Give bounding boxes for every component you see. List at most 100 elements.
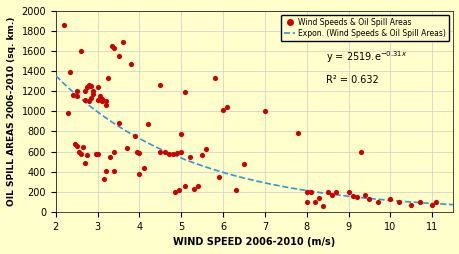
- Point: [261, 109, 268, 113]
- Point: [171, 190, 178, 194]
- Point: [111, 150, 118, 154]
- Point: [353, 195, 360, 199]
- Point: [69, 93, 76, 97]
- Point: [194, 184, 201, 188]
- Point: [94, 85, 101, 89]
- Point: [386, 197, 393, 201]
- Point: [81, 161, 89, 165]
- Point: [88, 96, 95, 100]
- Point: [92, 151, 99, 155]
- Point: [185, 154, 193, 158]
- Point: [77, 151, 84, 155]
- Point: [357, 150, 364, 154]
- Point: [311, 200, 318, 204]
- Point: [84, 85, 91, 89]
- Point: [302, 200, 310, 204]
- Text: R² = 0.632: R² = 0.632: [325, 75, 378, 85]
- Point: [307, 190, 314, 194]
- Point: [115, 121, 122, 125]
- Point: [169, 151, 176, 155]
- Point: [215, 174, 222, 179]
- Point: [123, 146, 130, 150]
- Point: [119, 40, 126, 44]
- Point: [81, 89, 89, 93]
- Point: [98, 99, 105, 103]
- Point: [135, 151, 143, 155]
- Point: [115, 54, 122, 58]
- Point: [79, 145, 86, 149]
- Point: [73, 94, 80, 98]
- Point: [111, 169, 118, 173]
- Point: [361, 193, 368, 197]
- Point: [181, 184, 189, 188]
- Point: [127, 62, 134, 66]
- Point: [211, 76, 218, 80]
- Point: [319, 204, 326, 208]
- Point: [140, 166, 147, 170]
- Point: [94, 151, 101, 155]
- Point: [202, 147, 210, 151]
- Point: [111, 46, 118, 50]
- Point: [67, 70, 74, 74]
- Point: [75, 150, 82, 154]
- Point: [100, 177, 107, 181]
- Point: [432, 200, 439, 204]
- Point: [98, 97, 105, 101]
- Point: [165, 151, 172, 155]
- Point: [323, 190, 330, 194]
- Point: [102, 103, 109, 107]
- Point: [173, 151, 180, 155]
- Point: [73, 144, 80, 148]
- Point: [177, 150, 185, 154]
- Point: [61, 23, 68, 27]
- Point: [315, 196, 322, 200]
- Point: [344, 190, 352, 194]
- Point: [94, 98, 101, 102]
- Point: [85, 99, 93, 103]
- Text: y = 2519.e$^{-0.31x}$: y = 2519.e$^{-0.31x}$: [325, 49, 406, 65]
- Point: [77, 49, 84, 53]
- Point: [436, 34, 443, 38]
- Point: [135, 172, 143, 176]
- Legend: Wind Speeds & Oil Spill Areas, Expon. (Wind Speeds & Oil Spill Areas): Wind Speeds & Oil Spill Areas, Expon. (W…: [280, 15, 448, 41]
- Point: [177, 132, 185, 136]
- Point: [102, 99, 109, 103]
- Point: [175, 188, 183, 192]
- Point: [90, 89, 97, 93]
- Point: [223, 105, 230, 109]
- Point: [427, 203, 435, 207]
- Point: [108, 44, 116, 48]
- Point: [90, 92, 97, 96]
- Point: [348, 194, 356, 198]
- Point: [157, 150, 164, 154]
- Point: [96, 94, 103, 98]
- Point: [81, 98, 89, 102]
- Point: [102, 169, 109, 173]
- Y-axis label: OIL SPILL AREAS 2006-2010 (sq. km.): OIL SPILL AREAS 2006-2010 (sq. km.): [7, 17, 16, 206]
- Point: [157, 83, 164, 87]
- X-axis label: WIND SPEED 2006-2010 (m/s): WIND SPEED 2006-2010 (m/s): [173, 237, 335, 247]
- Point: [144, 122, 151, 126]
- Point: [302, 190, 310, 194]
- Point: [365, 197, 372, 201]
- Point: [394, 200, 402, 204]
- Point: [134, 150, 141, 154]
- Point: [85, 83, 93, 87]
- Point: [231, 188, 239, 192]
- Point: [331, 190, 339, 194]
- Point: [373, 200, 381, 204]
- Point: [71, 142, 78, 147]
- Point: [240, 162, 247, 166]
- Point: [65, 111, 72, 115]
- Point: [327, 193, 335, 197]
- Point: [161, 150, 168, 154]
- Point: [181, 90, 189, 94]
- Point: [407, 203, 414, 207]
- Point: [294, 131, 302, 135]
- Point: [198, 152, 206, 156]
- Point: [190, 187, 197, 191]
- Point: [88, 84, 95, 88]
- Point: [104, 76, 112, 80]
- Point: [106, 154, 114, 158]
- Point: [219, 108, 226, 112]
